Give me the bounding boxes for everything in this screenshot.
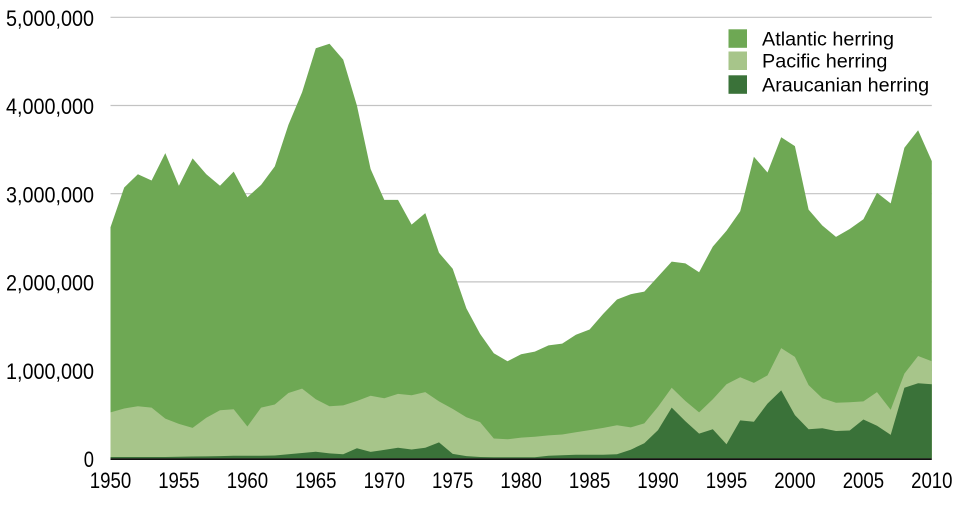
svg-text:1,000,000: 1,000,000 [6,359,94,384]
svg-text:4,000,000: 4,000,000 [6,94,94,119]
svg-text:1965: 1965 [295,468,336,493]
svg-text:0: 0 [84,447,94,472]
svg-text:2,000,000: 2,000,000 [6,271,94,296]
svg-text:1975: 1975 [432,468,473,493]
svg-text:1955: 1955 [158,468,199,493]
svg-text:5,000,000: 5,000,000 [6,6,94,31]
svg-text:1990: 1990 [637,468,678,493]
svg-text:1970: 1970 [364,468,405,493]
svg-text:2005: 2005 [843,468,884,493]
svg-text:1980: 1980 [500,468,541,493]
svg-text:Pacific herring: Pacific herring [762,51,887,73]
svg-text:2010: 2010 [911,468,952,493]
svg-text:1950: 1950 [90,468,131,493]
svg-text:Araucanian herring: Araucanian herring [762,75,929,97]
svg-text:1995: 1995 [706,468,747,493]
svg-text:1960: 1960 [227,468,268,493]
svg-text:1985: 1985 [569,468,610,493]
svg-text:Atlantic herring: Atlantic herring [762,29,894,51]
svg-text:2000: 2000 [774,468,815,493]
svg-text:3,000,000: 3,000,000 [6,182,94,207]
